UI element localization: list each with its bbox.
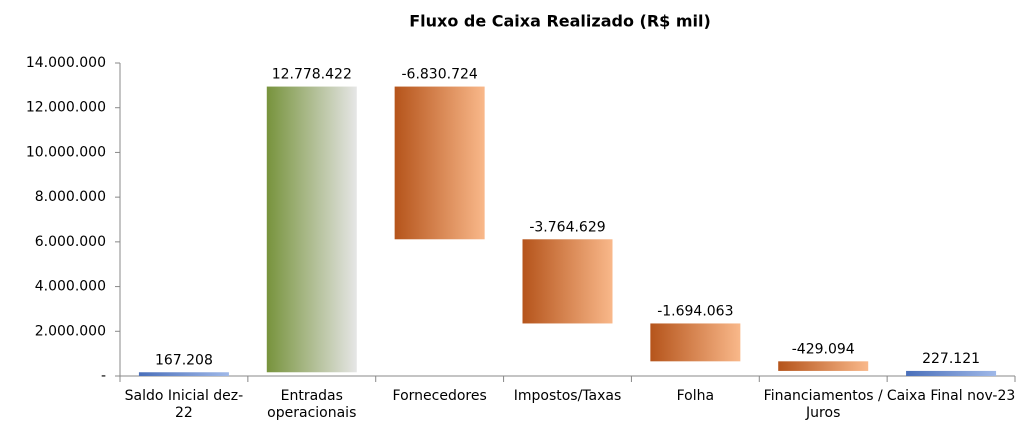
value-label: 167.208 [155,352,213,368]
value-label: 227.121 [922,351,980,367]
y-tick-label: 12.000.000 [26,100,106,116]
y-tick-label: - [101,368,106,384]
y-tick-label: 10.000.000 [26,144,106,160]
x-tick-label: Fornecedores [392,388,487,404]
x-tick-label: Caixa Final nov-23 [886,388,1016,404]
y-tick-label: 14.000.000 [26,55,106,71]
value-label: -429.094 [792,341,855,357]
chart-title: Fluxo de Caixa Realizado (R$ mil) [409,12,711,31]
y-tick-label: 8.000.000 [35,189,106,205]
bar [266,86,357,373]
value-label: -6.830.724 [401,67,477,83]
x-tick-label: Saldo Inicial dez-22 [124,388,244,421]
x-tick-label: Impostos/Taxas [513,388,622,404]
value-label: -3.764.629 [529,219,605,235]
bar [394,86,485,240]
bar [650,323,741,362]
y-tick-label: 6.000.000 [35,234,106,250]
bar [522,239,613,324]
x-tick-label: Entradas operacionais [267,388,357,421]
y-tick-label: 4.000.000 [35,279,106,295]
value-label: 12.778.422 [272,67,352,83]
bar [906,370,997,376]
value-label: -1.694.063 [657,303,733,319]
y-tick-label: 2.000.000 [35,323,106,339]
x-tick-label: Folha [676,388,715,404]
bar [778,361,869,371]
x-tick-label: Financiamentos / Juros [763,388,883,421]
bar [138,372,229,376]
